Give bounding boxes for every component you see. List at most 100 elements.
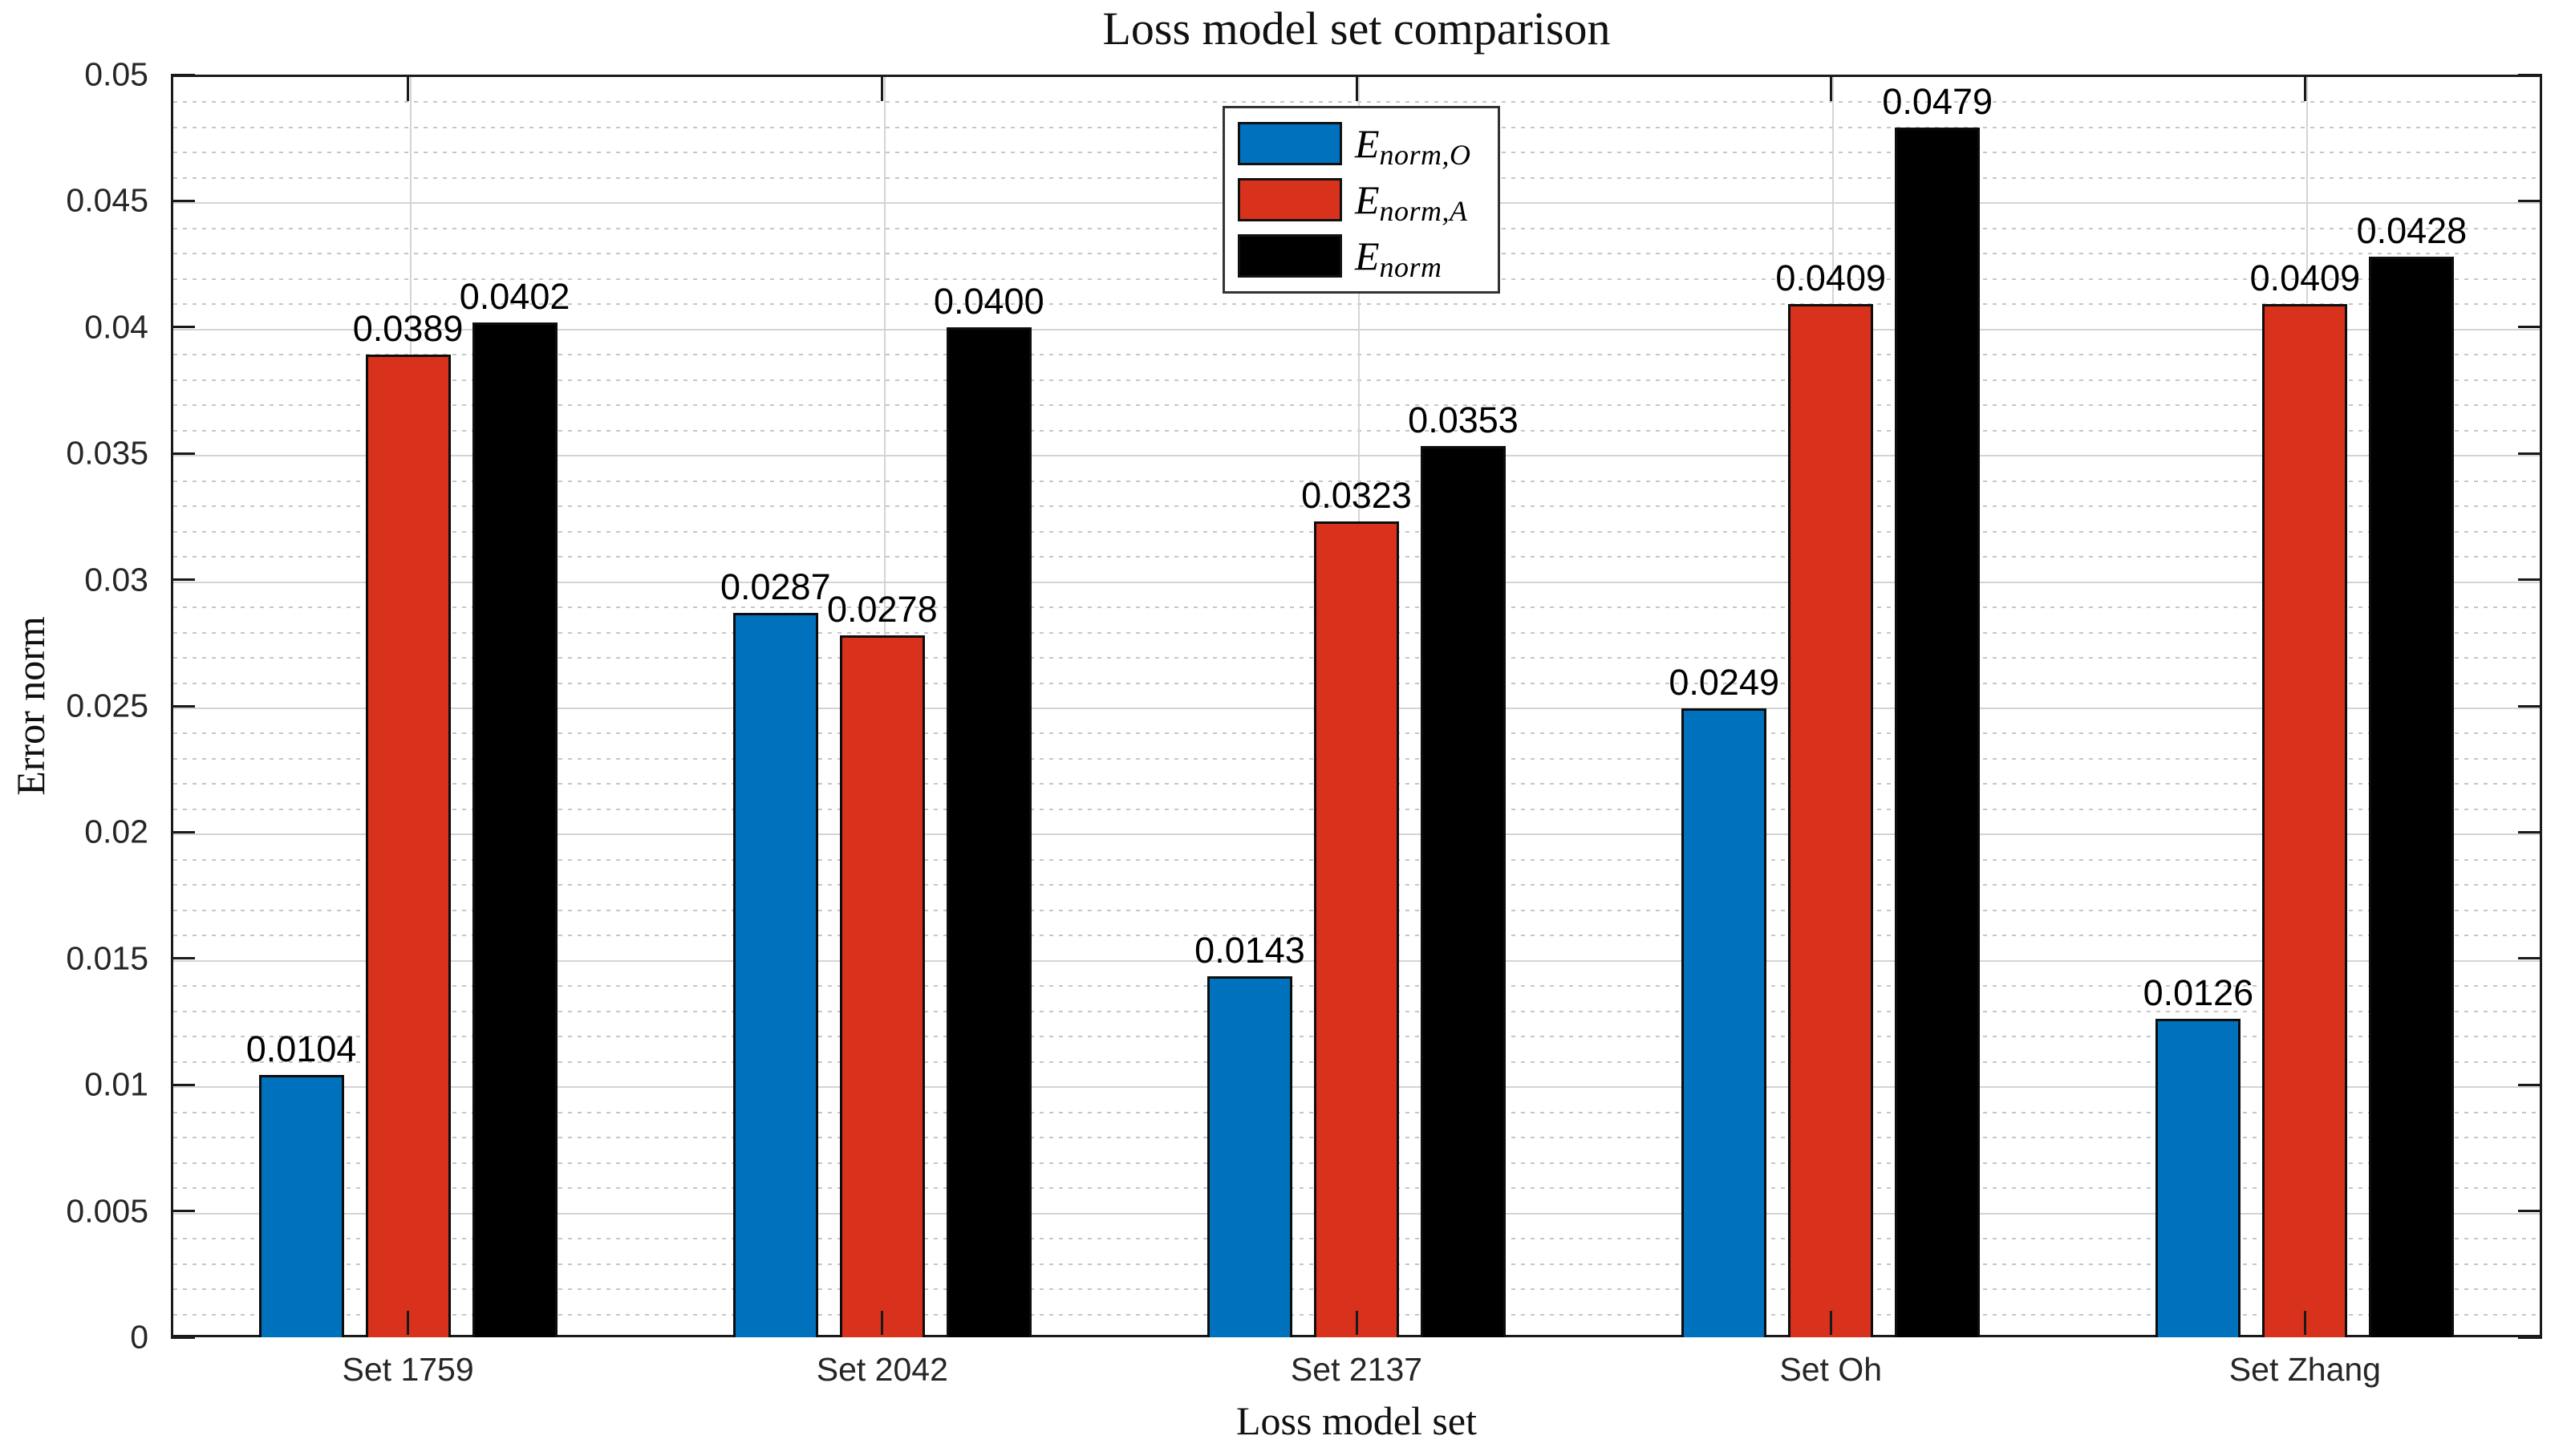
legend: Enorm,O Enorm,A Enorm [1223, 106, 1500, 294]
y-tick [171, 326, 195, 329]
gridline-major [173, 455, 2540, 457]
y-tick-label: 0 [130, 1318, 148, 1356]
x-axis-label: Loss model set [1236, 1398, 1477, 1443]
bar [1895, 128, 1981, 1337]
y-tick [2518, 830, 2542, 833]
bar [946, 326, 1032, 1337]
y-tick-label: 0.035 [66, 434, 148, 472]
y-tick [2518, 1083, 2542, 1086]
y-tick [171, 578, 195, 582]
gridline-minor [173, 354, 2540, 356]
y-tick [2518, 1336, 2542, 1339]
bar [2155, 1019, 2241, 1337]
x-tick [1355, 1311, 1358, 1335]
bar-value-label: 0.0428 [2356, 209, 2468, 251]
gridline-major [173, 328, 2540, 331]
gridline-minor [173, 429, 2540, 432]
bar-value-label: 0.0409 [2249, 258, 2361, 299]
x-tick [1829, 1311, 1832, 1335]
x-tick [2303, 77, 2306, 101]
bar [472, 322, 558, 1337]
y-tick-label: 0.02 [84, 813, 148, 850]
y-tick [2518, 452, 2542, 455]
bar-value-label: 0.0400 [933, 280, 1044, 322]
bar [1421, 445, 1506, 1337]
bar [732, 612, 818, 1337]
y-tick [171, 1083, 195, 1086]
x-tick-label: Set 2137 [1290, 1351, 1423, 1388]
x-tick [407, 77, 410, 101]
y-tick-label: 0.005 [66, 1192, 148, 1230]
y-axis-label: Error norm [8, 616, 53, 796]
legend-label: Enorm,A [1355, 177, 1468, 227]
legend-item: Enorm,A [1238, 176, 1485, 227]
bar [1681, 708, 1767, 1337]
bar [258, 1074, 344, 1337]
legend-swatch-black [1238, 234, 1342, 278]
legend-swatch-red [1238, 178, 1342, 221]
x-tick [881, 1311, 884, 1335]
y-tick [171, 1336, 195, 1339]
bar [1788, 304, 1874, 1337]
chart-title: Loss model set comparison [1102, 2, 1611, 55]
x-tick [407, 1311, 410, 1335]
bar-value-label: 0.0402 [459, 275, 570, 317]
y-tick-label: 0.015 [66, 939, 148, 977]
gridline-minor [173, 303, 2540, 306]
y-tick [171, 704, 195, 708]
x-tick [1829, 77, 1832, 101]
y-tick-label: 0.025 [66, 687, 148, 724]
bar-value-label: 0.0143 [1194, 929, 1305, 971]
bar [2369, 256, 2455, 1337]
legend-item: Enorm,O [1238, 120, 1485, 171]
y-tick [171, 452, 195, 455]
y-tick [2518, 1210, 2542, 1213]
y-tick-label: 0.05 [84, 55, 148, 93]
bar-value-label: 0.0287 [720, 566, 831, 607]
y-tick [171, 957, 195, 960]
y-tick [171, 73, 195, 76]
bar-value-label: 0.0353 [1408, 399, 1519, 440]
legend-label: Enorm [1355, 233, 1442, 283]
bar-value-label: 0.0104 [245, 1028, 357, 1069]
bar-value-label: 0.0409 [1775, 258, 1887, 299]
bar-value-label: 0.0278 [826, 588, 938, 630]
legend-item: Enorm [1238, 232, 1485, 283]
bar-value-label: 0.0323 [1301, 475, 1412, 517]
y-tick-label: 0.045 [66, 181, 148, 219]
x-tick-label: Set Oh [1779, 1351, 1882, 1388]
y-tick [171, 830, 195, 833]
bar-value-label: 0.0479 [1882, 81, 1993, 123]
y-tick-label: 0.03 [84, 561, 148, 598]
x-tick-label: Set Zhang [2228, 1351, 2381, 1388]
y-tick-label: 0.04 [84, 308, 148, 346]
x-tick [2303, 1311, 2306, 1335]
x-tick-label: Set 2042 [816, 1351, 948, 1388]
y-tick [2518, 957, 2542, 960]
legend-label: Enorm,O [1355, 121, 1471, 171]
gridline-minor [173, 101, 2540, 103]
gridline-minor [173, 480, 2540, 482]
x-tick [881, 77, 884, 101]
y-tick [2518, 73, 2542, 76]
y-tick [171, 1210, 195, 1213]
gridline-minor [173, 379, 2540, 381]
bar [1207, 975, 1292, 1337]
bar-value-label: 0.0126 [2143, 972, 2254, 1014]
x-tick [1355, 77, 1358, 101]
bar [365, 355, 451, 1337]
bar [839, 635, 925, 1337]
bar-value-label: 0.0389 [352, 308, 464, 350]
y-tick [2518, 578, 2542, 582]
bar [2262, 304, 2348, 1337]
gridline-minor [173, 404, 2540, 407]
gridline-minor [173, 505, 2540, 508]
bar-value-label: 0.0249 [1669, 662, 1780, 704]
y-tick [2518, 326, 2542, 329]
y-tick [2518, 704, 2542, 708]
y-tick [2518, 199, 2542, 202]
legend-swatch-blue [1238, 122, 1342, 165]
y-tick [171, 199, 195, 202]
x-tick-label: Set 1759 [342, 1351, 474, 1388]
